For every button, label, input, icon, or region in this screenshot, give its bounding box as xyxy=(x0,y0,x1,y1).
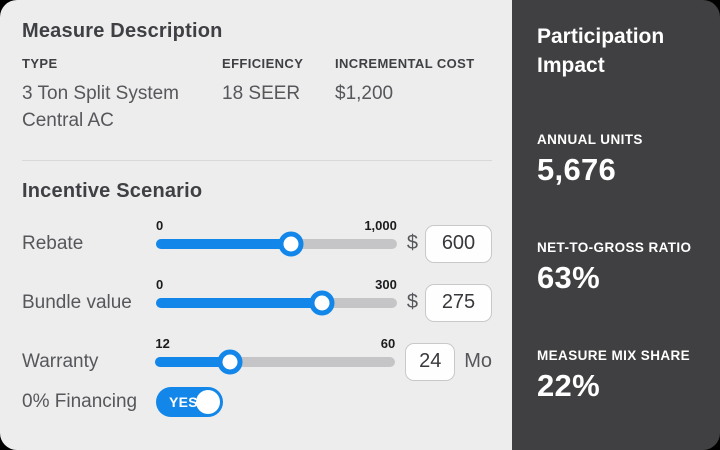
annual-units-stat: ANNUAL UNITS 5,676 xyxy=(537,132,704,188)
bundle-value-min-label: 0 xyxy=(155,277,164,292)
type-column: TYPE 3 Ton Split System Central AC xyxy=(22,56,222,134)
net-to-gross-ratio-label: NET-TO-GROSS RATIO xyxy=(537,240,692,255)
participation-impact-panel: Participation Impact ANNUAL UNITS 5,676 … xyxy=(512,0,720,450)
rebate-slider-row: Rebate 0 1,000 $ xyxy=(22,205,492,263)
rebate-currency-prefix: $ xyxy=(406,232,418,254)
bundle-value-value-group: $ xyxy=(406,283,492,322)
bundle-value-slider-thumb[interactable] xyxy=(309,290,335,316)
net-to-gross-ratio-stat: NET-TO-GROSS RATIO 63% xyxy=(537,240,704,296)
rebate-slider-assembly: 0 1,000 xyxy=(155,218,397,257)
rebate-value-group: $ xyxy=(406,224,492,263)
incremental-cost-column-header: INCREMENTAL COST xyxy=(335,56,475,71)
bundle-value-currency-prefix: $ xyxy=(406,291,418,313)
measure-mix-share-label: MEASURE MIX SHARE xyxy=(537,348,691,363)
warranty-slider-thumb[interactable] xyxy=(217,349,243,375)
efficiency-column-header: EFFICIENCY xyxy=(222,56,304,71)
incentive-scenario-title: Incentive Scenario xyxy=(22,180,203,202)
rebate-slider-track[interactable] xyxy=(155,231,397,257)
bundle-value-slider-track[interactable] xyxy=(155,290,397,316)
section-divider xyxy=(22,160,492,161)
financing-toggle[interactable]: YES xyxy=(156,387,223,417)
financing-toggle-row: 0% Financing YES xyxy=(22,387,492,417)
warranty-value-input[interactable] xyxy=(405,342,456,381)
rebate-slider-fill xyxy=(155,239,291,249)
warranty-slider-assembly: 12 60 xyxy=(155,336,396,375)
warranty-value-group: Mo xyxy=(405,342,492,381)
bundle-value-slider-assembly: 0 300 xyxy=(155,277,397,316)
net-to-gross-ratio-value: 63% xyxy=(537,260,600,295)
participation-impact-title: Participation Impact xyxy=(537,25,665,77)
warranty-unit-suffix: Mo xyxy=(464,350,492,372)
measure-mix-share-stat: MEASURE MIX SHARE 22% xyxy=(537,348,704,404)
bundle-value-label: Bundle value xyxy=(22,291,132,313)
efficiency-column: EFFICIENCY 18 SEER xyxy=(222,56,335,134)
bundle-value-max-label: 300 xyxy=(375,277,397,292)
financing-toggle-state-label: YES xyxy=(169,394,198,410)
type-value: 3 Ton Split System Central AC xyxy=(22,83,180,131)
rebate-slider-thumb[interactable] xyxy=(278,231,304,257)
warranty-slider-track[interactable] xyxy=(155,349,396,375)
warranty-slider-fill xyxy=(155,357,230,367)
rebate-label: Rebate xyxy=(22,232,84,254)
warranty-max-label: 60 xyxy=(380,336,396,351)
annual-units-label: ANNUAL UNITS xyxy=(537,132,643,147)
bundle-value-slider-row: Bundle value 0 300 $ xyxy=(22,264,492,322)
measure-description-title: Measure Description xyxy=(22,20,223,42)
warranty-min-label: 12 xyxy=(155,336,170,351)
efficiency-value: 18 SEER xyxy=(222,83,301,104)
financing-toggle-knob[interactable] xyxy=(196,390,220,414)
measure-mix-share-value: 22% xyxy=(537,368,600,403)
warranty-label: Warranty xyxy=(22,350,99,372)
annual-units-value: 5,676 xyxy=(537,152,617,187)
rebate-max-label: 1,000 xyxy=(364,218,397,233)
type-column-header: TYPE xyxy=(22,56,58,71)
measure-and-incentive-panel: Measure Description TYPE 3 Ton Split Sys… xyxy=(0,0,512,450)
bundle-value-input[interactable] xyxy=(425,283,492,322)
incremental-cost-value: $1,200 xyxy=(335,83,394,104)
incremental-cost-column: INCREMENTAL COST $1,200 xyxy=(335,56,492,134)
financing-label: 0% Financing xyxy=(22,391,138,412)
warranty-slider-row: Warranty 12 60 Mo xyxy=(22,323,492,381)
rebate-value-input[interactable] xyxy=(425,224,492,263)
measure-description-table: TYPE 3 Ton Split System Central AC EFFIC… xyxy=(22,56,492,134)
bundle-value-slider-fill xyxy=(155,298,323,308)
rebate-min-label: 0 xyxy=(155,218,164,233)
